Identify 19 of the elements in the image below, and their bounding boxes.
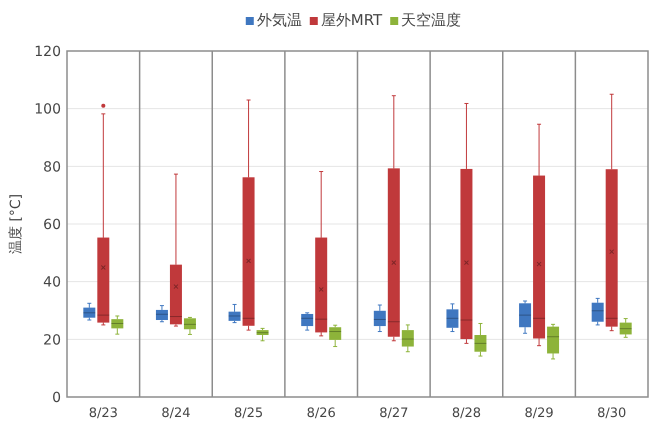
x-tick-label: 8/23 [88, 406, 118, 421]
x-tick-label: 8/27 [379, 406, 408, 421]
x-tick-label: 8/24 [161, 406, 191, 421]
x-tick-label: 8/28 [452, 406, 482, 421]
legend-label: 外気温 [256, 11, 302, 29]
y-tick-label: 80 [43, 159, 61, 176]
y-tick-label: 0 [52, 390, 61, 406]
legend-label: 天空温度 [401, 11, 462, 29]
y-axis-title: 温度 [°C] [8, 194, 24, 254]
x-tick-label: 8/25 [234, 406, 264, 421]
y-tick-label: 40 [43, 274, 61, 291]
x-tick-label: 8/30 [597, 406, 626, 421]
x-tick-label: 8/26 [306, 406, 336, 421]
x-tick-label: 8/29 [524, 406, 554, 421]
y-tick-label: 20 [43, 332, 61, 348]
y-tick-label: 60 [43, 217, 61, 233]
y-tick-label: 120 [34, 44, 61, 60]
y-tick-label: 100 [34, 102, 61, 118]
legend-label: 屋外MRT [320, 11, 384, 29]
